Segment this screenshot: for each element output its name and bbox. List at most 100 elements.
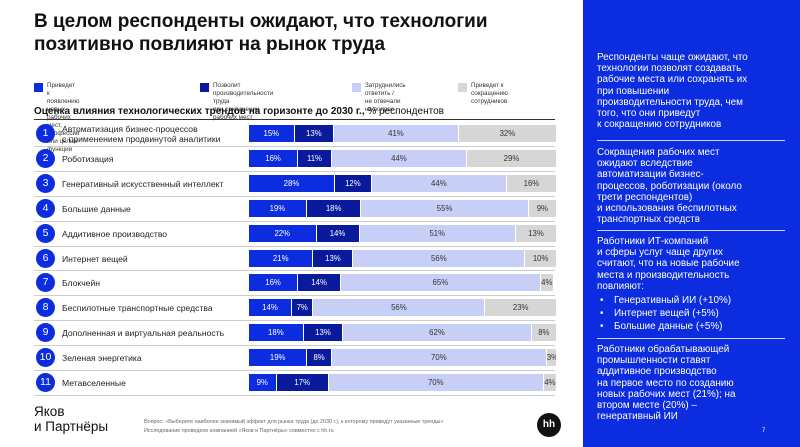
bar-segment: 28% <box>249 174 335 192</box>
row-divider <box>34 370 555 371</box>
bar-segment: 22% <box>249 224 317 242</box>
row-divider <box>34 145 555 147</box>
category-label: Беспилотные транспортные средства <box>62 303 213 314</box>
bar-segment: 10% <box>525 249 556 267</box>
chart-row: 6 Интернет вещей 21% 13% 56% 10% <box>34 247 556 271</box>
category-label: Интернет вещей <box>62 253 128 264</box>
bar-segment: 51% <box>359 224 517 242</box>
bar-segment: 19% <box>249 349 308 367</box>
chart-row: 1 Автоматизация бизнес-процессов с примен… <box>34 122 556 146</box>
bar-segment: 8% <box>307 349 332 367</box>
chart-row: 8 Беспилотные транспортные средства 14% 7% 5… <box>34 296 556 320</box>
bar-segment: 16% <box>506 174 556 192</box>
bar-segment: 17% <box>276 374 329 391</box>
bar-segment: 3% <box>546 349 556 367</box>
bar-segment: 14% <box>249 299 292 317</box>
stacked-bar: 28% 12% 44% 16% <box>249 174 556 192</box>
chart-title: Оценка влияния технологических трендов н… <box>34 106 444 117</box>
legend-swatch <box>458 83 467 92</box>
data-label: 44% <box>391 153 407 163</box>
chart-row: 5 Аддитивное производство 22% 14% 51% 13% <box>34 222 556 246</box>
insight-bullet: Интернет вещей (+5%) <box>597 308 773 319</box>
insight-text: Работники обрабатывающей промышленности … <box>597 344 736 423</box>
bar-segment: 70% <box>328 374 544 391</box>
category-label: Большие данные <box>62 203 131 214</box>
data-label: 18% <box>268 328 284 338</box>
bar-segment: 56% <box>313 299 486 317</box>
data-label: 70% <box>427 378 444 387</box>
category-label: Роботизация <box>62 153 114 164</box>
insight-bullets: Генеративный ИИ (+10%) Интернет вещей (+… <box>597 295 773 333</box>
bar-segment: 70% <box>331 349 547 367</box>
data-label: 3% <box>546 353 556 363</box>
data-label: 19% <box>269 353 286 363</box>
page-number: 7 <box>762 428 766 434</box>
chart-row: 4 Большие данные 19% 18% 55% 9% <box>34 197 556 221</box>
hh-logo: hh <box>537 413 561 437</box>
category-label: Блокчейн <box>62 278 100 289</box>
row-number-badge: 1 <box>36 124 55 143</box>
stacked-bar: 9% 17% 70% 4% <box>249 374 556 391</box>
panel-divider <box>597 230 785 231</box>
bar-segment: 44% <box>371 174 507 192</box>
data-label: 62% <box>429 328 445 338</box>
data-label: 14% <box>329 228 346 238</box>
row-divider <box>34 394 555 396</box>
row-number-badge: 11 <box>36 373 55 392</box>
legend-swatch <box>200 83 209 92</box>
data-label: 13% <box>306 129 322 138</box>
bar-segment: 11% <box>298 149 332 167</box>
data-label: 7% <box>296 303 308 313</box>
stacked-bar: 19% 8% 70% 3% <box>249 349 556 367</box>
category-label: Аддитивное производство <box>62 228 168 239</box>
footnote-source: Исследование проведено компанией «Яков и… <box>144 428 334 434</box>
data-label: 15% <box>263 129 280 138</box>
category-label: Генеративный искусственный интеллект <box>62 178 224 189</box>
row-divider <box>34 345 555 347</box>
bar-segment: 7% <box>291 299 314 317</box>
stacked-bar: 14% 7% 56% 23% <box>249 299 556 317</box>
data-label: 70% <box>431 353 447 363</box>
data-label: 14% <box>311 278 327 288</box>
panel-divider <box>597 338 785 339</box>
data-label: 13% <box>315 328 331 338</box>
data-label: 12% <box>345 178 361 188</box>
data-label: 17% <box>294 378 311 387</box>
data-label: 19% <box>269 203 286 213</box>
data-label: 28% <box>283 178 300 188</box>
data-label: 9% <box>536 203 548 213</box>
data-label: 65% <box>432 278 449 288</box>
bar-segment: 44% <box>331 149 467 167</box>
data-label: 16% <box>265 153 281 163</box>
stacked-bar: 15% 13% 41% 32% <box>249 125 556 142</box>
row-number-badge: 8 <box>36 298 55 318</box>
legend-swatch <box>352 83 361 92</box>
insight-bullet: Генеративный ИИ (+10%) <box>597 295 773 306</box>
stacked-bar: 18% 13% 62% 8% <box>249 324 556 342</box>
row-divider <box>34 270 555 272</box>
category-label: Зеленая энергетика <box>62 353 142 364</box>
data-label: 22% <box>274 228 291 238</box>
yakov-partners-logo: Яков и Партнёры <box>34 404 109 434</box>
bar-segment: 12% <box>334 174 372 192</box>
insights-panel: Респонденты чаще ожидают, что технологии… <box>583 0 800 447</box>
row-number-badge: 10 <box>36 348 55 368</box>
legend-label: Приведет к появлению новых рабочих мест,… <box>47 82 80 153</box>
data-label: 4% <box>544 378 556 387</box>
data-label: 8% <box>538 328 550 338</box>
bar-segment: 55% <box>361 199 529 217</box>
insight-block-2: Сокращения рабочих мест ожидают вследств… <box>597 147 773 225</box>
insight-block-1: Респонденты чаще ожидают, что технологии… <box>597 52 773 130</box>
row-number-badge: 5 <box>36 223 55 243</box>
chart-row: 10 Зеленая энергетика 19% 8% 70% 3% <box>34 346 556 370</box>
data-label: 56% <box>431 253 447 263</box>
bar-segment: 13% <box>313 249 354 267</box>
insight-text: Работники ИТ-компаний и сферы услуг чаще… <box>597 236 740 292</box>
row-divider <box>34 195 555 197</box>
panel-divider <box>597 140 785 141</box>
data-label: 56% <box>391 303 407 313</box>
bar-segment: 14% <box>316 224 360 242</box>
row-number-badge: 9 <box>36 323 55 343</box>
bar-segment: 56% <box>353 249 526 267</box>
data-label: 44% <box>431 178 447 188</box>
